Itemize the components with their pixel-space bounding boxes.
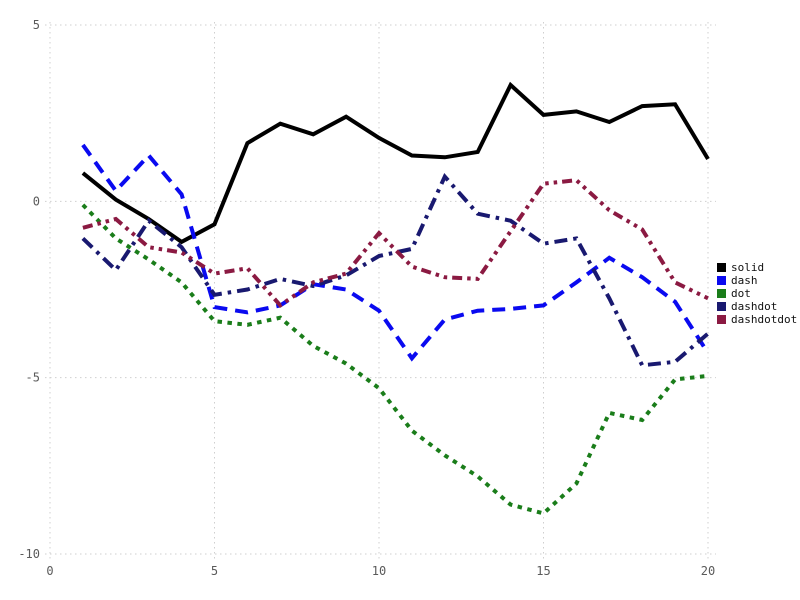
legend-item: dash — [717, 274, 797, 287]
x-tick-label: 5 — [211, 564, 218, 578]
legend-swatch-solid — [717, 263, 726, 272]
legend-item: dashdot — [717, 300, 797, 313]
legend-item: dashdotdot — [717, 313, 797, 326]
legend-swatch-dot — [717, 289, 726, 298]
series-line-dashdotdot — [82, 178, 709, 309]
series-line-solid — [81, 81, 710, 245]
series-line-dashdot — [81, 172, 710, 368]
y-tick-label: -10 — [18, 547, 40, 561]
legend-label: dot — [731, 287, 751, 300]
legend-swatch-dashdot — [717, 302, 726, 311]
series-line-dash — [81, 143, 710, 362]
x-tick-label: 15 — [536, 564, 550, 578]
legend-swatch-dashdotdot — [717, 315, 726, 324]
legend-swatch-dash — [717, 276, 726, 285]
y-tick-label: -5 — [26, 371, 40, 385]
y-tick-label: 0 — [33, 194, 40, 208]
legend-label: dash — [731, 274, 758, 287]
series-line-dot — [81, 203, 709, 516]
x-tick-label: 0 — [46, 564, 53, 578]
legend: solid dash dot dashdot dashdotdot — [717, 261, 797, 326]
x-tick-label: 10 — [372, 564, 386, 578]
legend-item: dot — [717, 287, 797, 300]
legend-label: dashdotdot — [731, 313, 798, 326]
legend-item: solid — [717, 261, 797, 274]
legend-label: dashdot — [731, 300, 778, 313]
y-tick-label: 5 — [33, 18, 40, 32]
x-tick-label: 20 — [701, 564, 715, 578]
legend-label: solid — [731, 261, 765, 274]
